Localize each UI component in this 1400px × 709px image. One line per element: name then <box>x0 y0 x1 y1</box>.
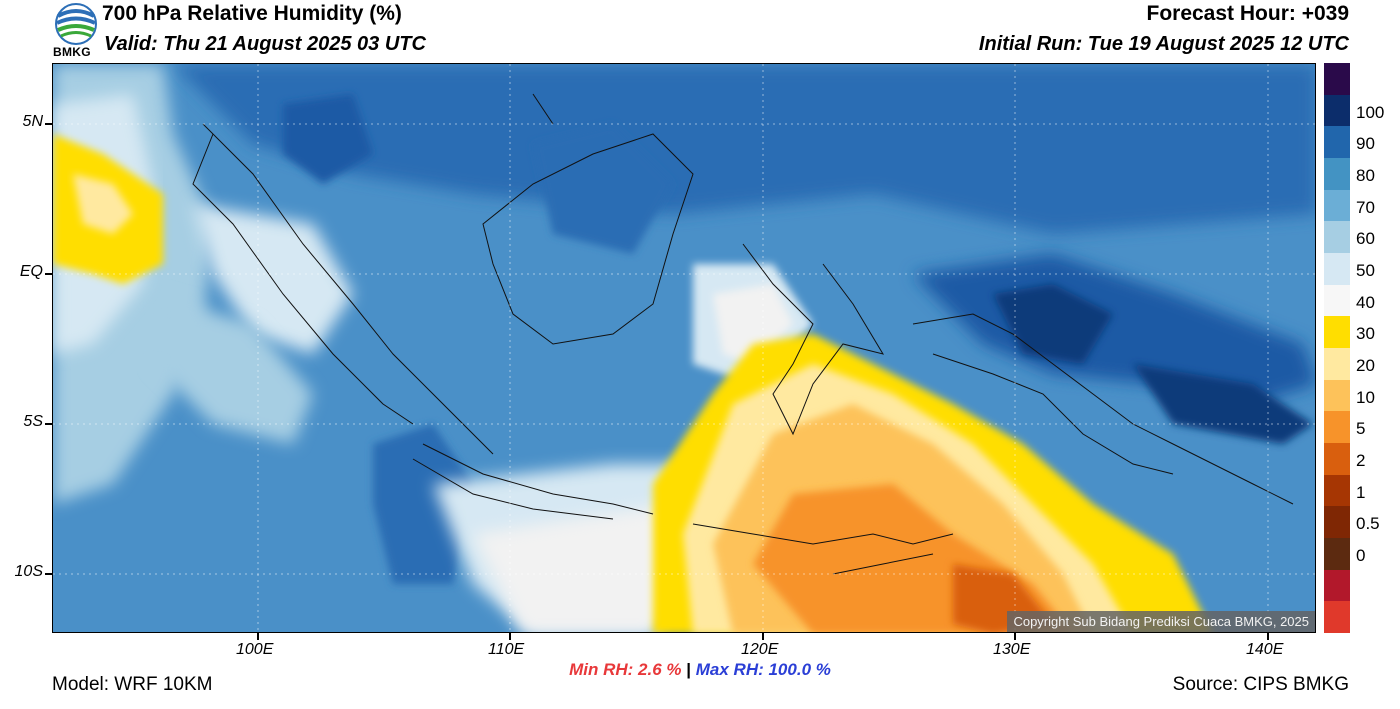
colorbar-label: 40 <box>1356 292 1375 312</box>
lon-tick <box>762 633 764 640</box>
colorbar-segment <box>1324 63 1350 95</box>
lat-tick <box>45 573 52 575</box>
colorbar-label: 1 <box>1356 482 1366 502</box>
colorbar-label: 70 <box>1356 197 1375 217</box>
initial-run: Initial Run: Tue 19 August 2025 12 UTC <box>978 33 1349 55</box>
lon-label-120e: 120E <box>741 641 779 658</box>
colorbar-label: 20 <box>1356 355 1375 375</box>
lon-label-130e: 130E <box>993 641 1031 658</box>
colorbar-label: 100 <box>1356 102 1385 122</box>
max-rh: Max RH: 100.0 % <box>695 660 831 679</box>
humidity-field <box>53 64 1315 632</box>
colorbar-label: 0 <box>1356 545 1366 565</box>
colorbar <box>1324 63 1350 633</box>
colorbar-segment <box>1324 506 1350 538</box>
colorbar-segment <box>1324 284 1350 317</box>
lat-tick <box>45 273 52 275</box>
colorbar-segment <box>1324 347 1350 380</box>
lon-tick <box>509 633 511 640</box>
colorbar-label: 50 <box>1356 260 1375 280</box>
model-label: Model: WRF 10KM <box>52 674 213 695</box>
bmkg-logo <box>55 3 97 45</box>
colorbar-label: 10 <box>1356 387 1375 407</box>
colorbar-segment <box>1324 537 1350 570</box>
lon-label-110e: 110E <box>488 641 525 658</box>
lat-tick <box>45 423 52 425</box>
stats-separator: | <box>686 660 692 679</box>
colorbar-segment <box>1324 94 1350 127</box>
forecast-hour: Forecast Hour: +039 <box>1146 2 1350 25</box>
colorbar-label: 30 <box>1356 324 1375 344</box>
colorbar-segment <box>1324 474 1350 507</box>
colorbar-segment <box>1324 157 1350 190</box>
colorbar-segment <box>1324 316 1350 348</box>
colorbar-segment <box>1324 411 1350 443</box>
colorbar-label: 2 <box>1356 450 1366 470</box>
lon-label-140e: 140E <box>1246 641 1284 658</box>
rh-stats: Min RH: 2.6 % | Max RH: 100.0 % <box>0 660 1400 680</box>
colorbar-segment <box>1324 569 1350 602</box>
min-rh: Min RH: 2.6 % <box>569 660 682 679</box>
lon-tick <box>1014 633 1016 640</box>
source-label: Source: CIPS BMKG <box>1172 674 1349 695</box>
colorbar-segment <box>1324 252 1350 285</box>
lon-label-100e: 100E <box>236 641 274 658</box>
copyright-notice: Copyright Sub Bidang Prediksi Cuaca BMKG… <box>1007 611 1315 632</box>
colorbar-segment <box>1324 189 1350 222</box>
colorbar-segment <box>1324 221 1350 253</box>
colorbar-segment <box>1324 126 1350 158</box>
colorbar-label: 60 <box>1356 229 1375 249</box>
colorbar-label: 0.5 <box>1356 514 1380 534</box>
logo-text: BMKG <box>53 45 91 59</box>
valid-time: Valid: Thu 21 August 2025 03 UTC <box>104 33 426 55</box>
colorbar-segment <box>1324 601 1350 633</box>
lon-tick <box>257 633 259 640</box>
lat-label-5s: 5S <box>23 413 43 430</box>
colorbar-label: 90 <box>1356 134 1375 154</box>
lat-label-eq: EQ <box>19 263 43 280</box>
coastlines <box>192 93 1294 575</box>
lat-label-5n: 5N <box>22 113 43 130</box>
colorbar-segment <box>1324 379 1350 412</box>
colorbar-segment <box>1324 442 1350 475</box>
humidity-map: Copyright Sub Bidang Prediksi Cuaca BMKG… <box>52 63 1316 633</box>
lat-tick <box>45 123 52 125</box>
colorbar-label: 5 <box>1356 419 1366 439</box>
lat-label-10s: 10S <box>14 563 43 580</box>
lon-tick <box>1267 633 1269 640</box>
colorbar-label: 80 <box>1356 165 1375 185</box>
gridlines <box>53 64 1315 632</box>
map-title: 700 hPa Relative Humidity (%) <box>102 2 402 25</box>
